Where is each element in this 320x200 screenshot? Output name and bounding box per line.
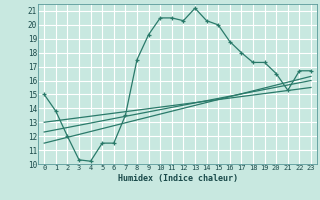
X-axis label: Humidex (Indice chaleur): Humidex (Indice chaleur) <box>118 174 238 183</box>
